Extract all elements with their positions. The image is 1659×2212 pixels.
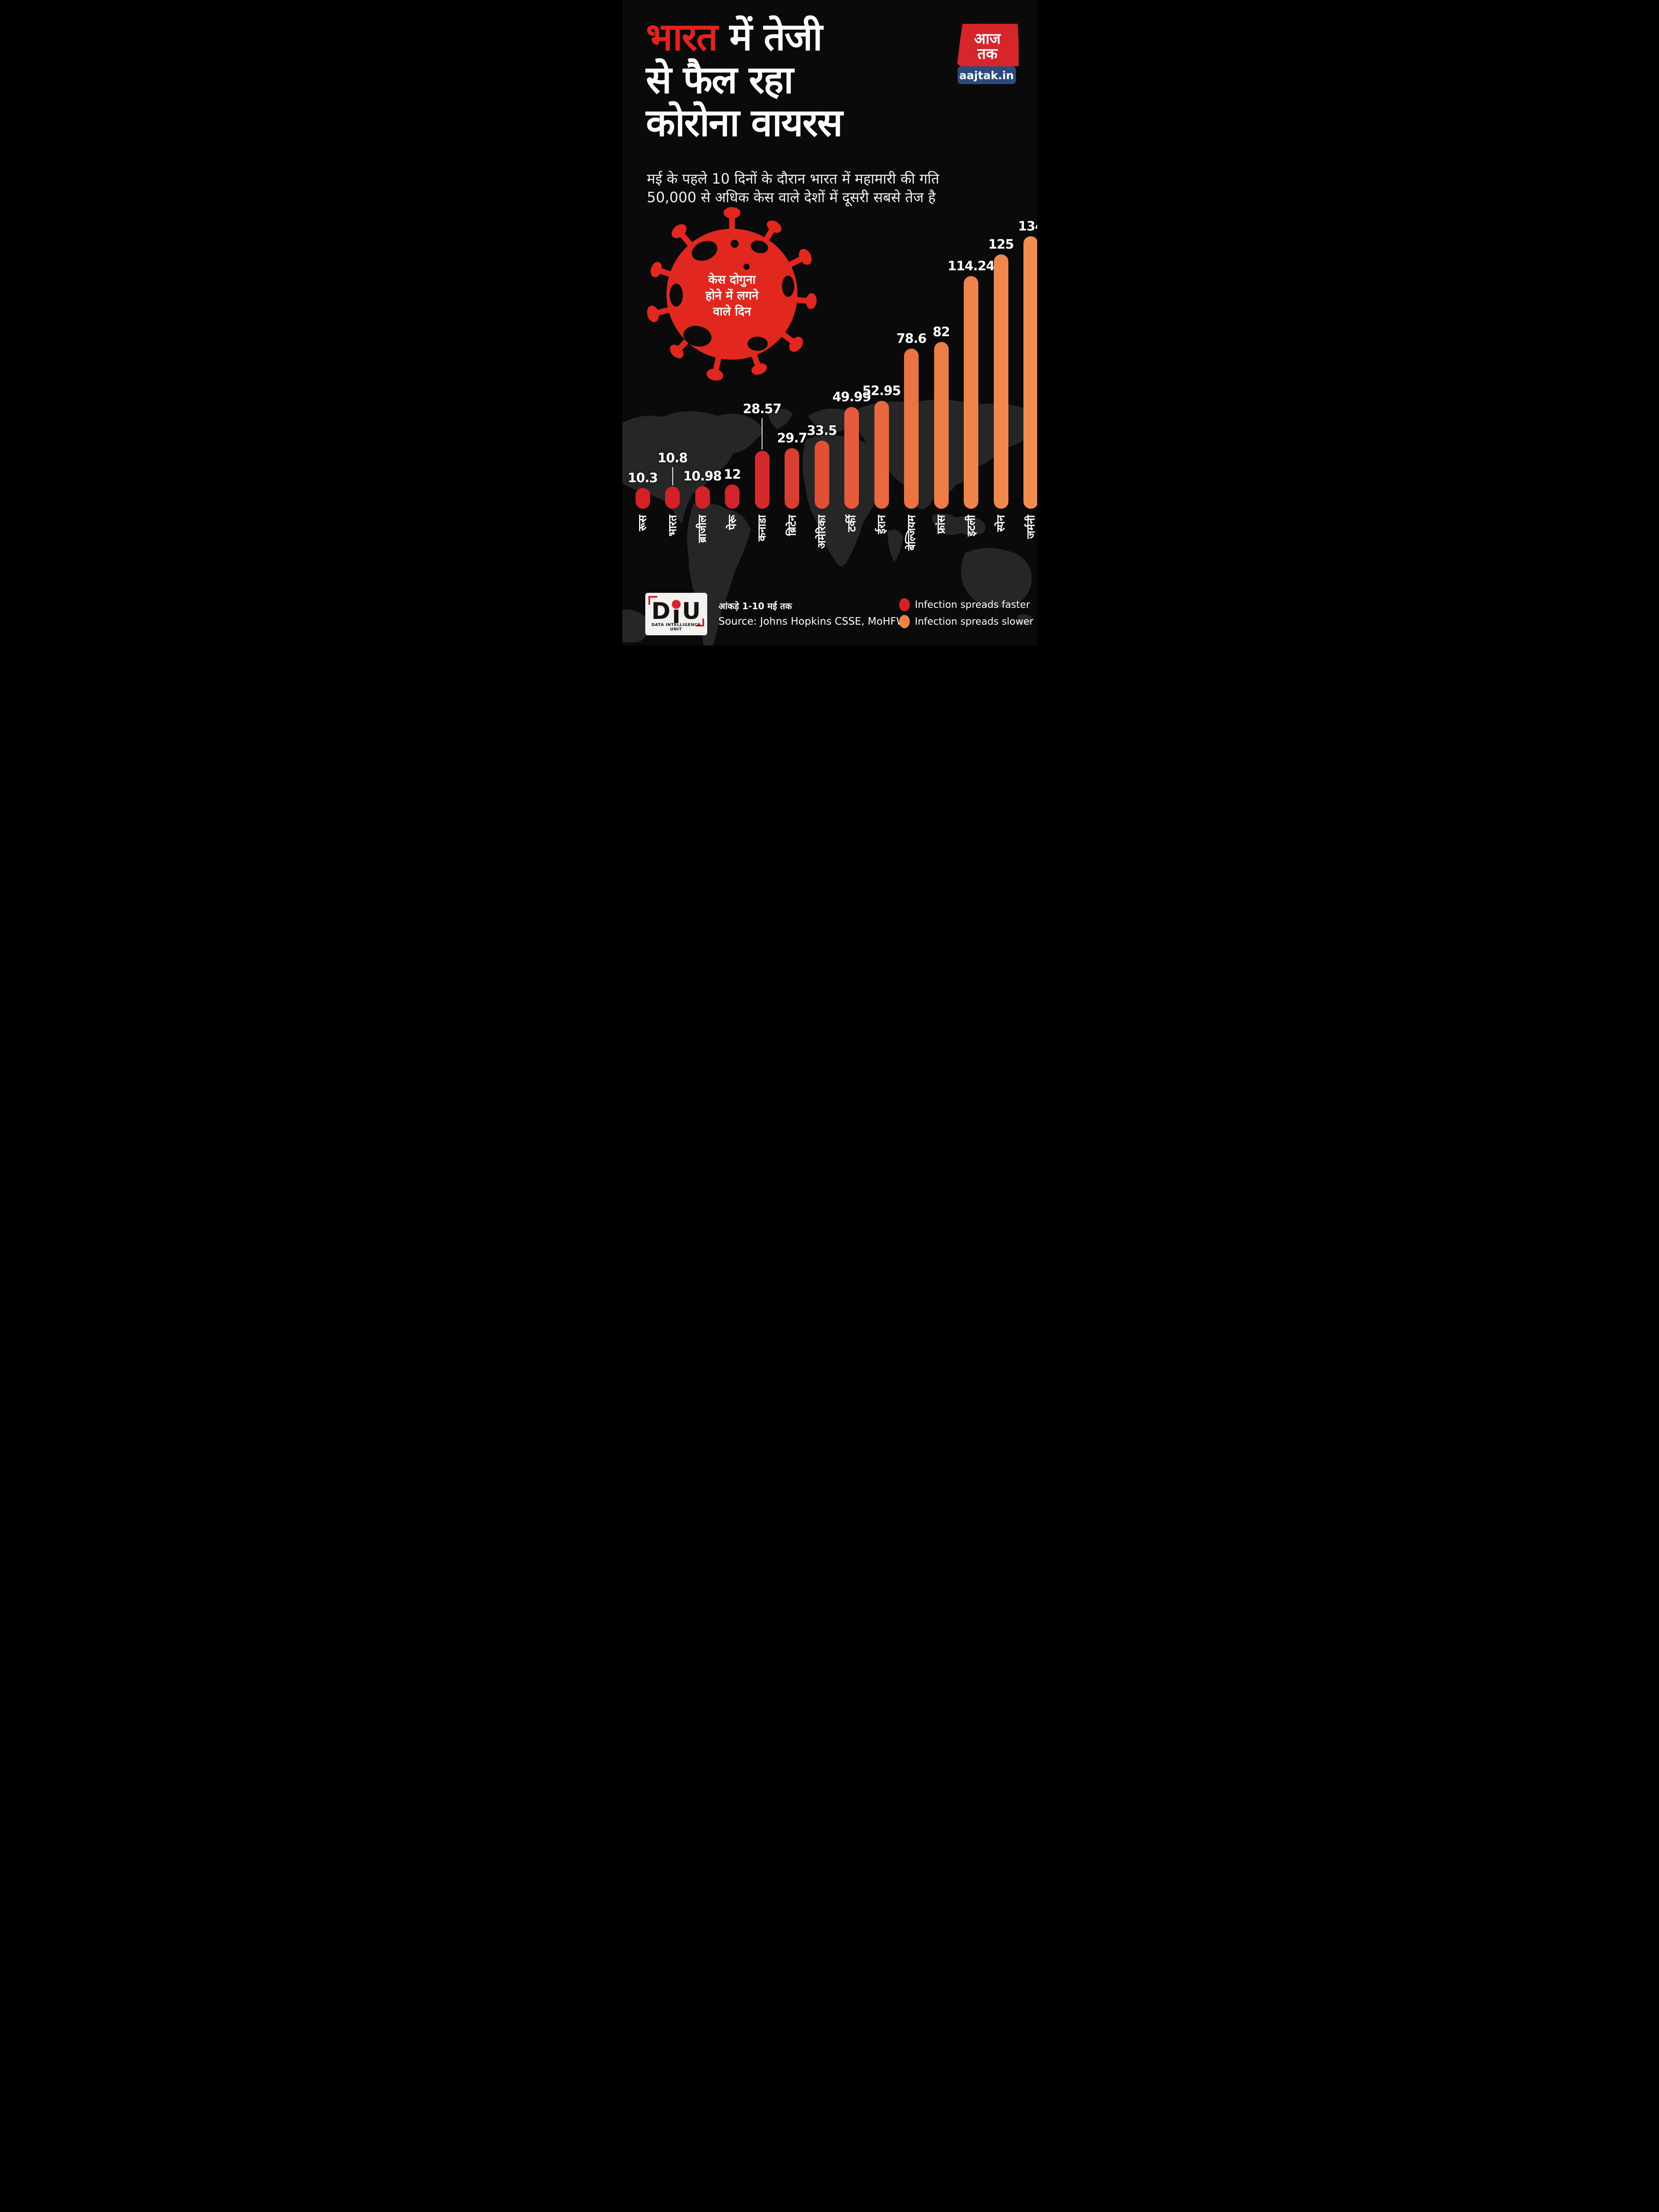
value-label: 10.3 xyxy=(628,470,658,485)
diu-bracket-icon xyxy=(648,596,657,605)
bar-भारत xyxy=(665,487,680,509)
subtitle: मई के पहले 10 दिनों के दौरान भारत में मह… xyxy=(647,170,1019,207)
bar-रूस xyxy=(635,488,650,509)
page-title: भारत में तेजी से फैल रहा कोरोना वायरस xyxy=(646,15,938,146)
value-label: 125 xyxy=(988,237,1014,252)
title-line-1: भारत में तेजी xyxy=(646,15,823,59)
value-label: 10.8 xyxy=(657,450,688,465)
diu-brain-dot-icon xyxy=(671,600,681,609)
legend-row-faster: Infection spreads faster xyxy=(899,598,1030,611)
bar-फ्रांस xyxy=(934,342,949,509)
value-label: 28.57 xyxy=(743,401,782,416)
value-label: 49.99 xyxy=(832,389,871,404)
bar-chart: 10.3 रूस 10.8 भारत 10.98 ब्राजील 12 पेरू 28.57 कन… xyxy=(622,0,1037,645)
value-label: 78.6 xyxy=(896,331,927,346)
value-label: 33.5 xyxy=(807,423,837,438)
diu-bracket-icon xyxy=(696,618,704,626)
virus-label-line-2: होने में लगने xyxy=(705,288,759,303)
source-note: Source: Johns Hopkins CSSE, MoHFW xyxy=(718,616,907,627)
bar-ईरान xyxy=(874,401,889,509)
virus-icon: केस दोगुना होने में लगने वाले दिन xyxy=(647,207,816,381)
subtitle-line-1: मई के पहले 10 दिनों के दौरान भारत में मह… xyxy=(647,170,939,187)
value-label: 134 xyxy=(1018,219,1037,234)
diu-caption: DATA INTELLIGENCE UNIT xyxy=(651,623,701,632)
title-line-2: से फैल रहा xyxy=(646,58,794,103)
value-label: 12 xyxy=(724,467,741,482)
aajtak-logo: आज तक aajtak.in xyxy=(953,22,1020,88)
legend-row-slower: Infection spreads slower xyxy=(899,615,1034,628)
virus-label-line-3: वाले दिन xyxy=(712,304,751,319)
bar-ब्रिटेन xyxy=(785,448,799,509)
value-label: 29.7 xyxy=(777,430,808,445)
value-label: 114.24 xyxy=(947,258,995,273)
leader-line xyxy=(672,467,673,485)
title-line-3: कोरोना वायरस xyxy=(646,101,843,146)
data-period-note: आंकड़े 1-10 मई तक xyxy=(718,601,792,611)
aajtak-site-label: aajtak.in xyxy=(957,66,1016,84)
legend-dot-faster xyxy=(899,598,910,611)
title-highlight: भारत xyxy=(646,15,718,59)
legend-label-faster: Infection spreads faster xyxy=(915,599,1030,611)
legend-dot-slower xyxy=(899,615,910,628)
bar-बेल्जियम xyxy=(904,349,919,509)
subtitle-line-2: 50,000 से अधिक केस वाले देशों में दूसरी … xyxy=(647,188,936,206)
legend-label-slower: Infection spreads slower xyxy=(915,616,1034,627)
bar-अमेरिका xyxy=(814,441,829,509)
bar-जर्मनी xyxy=(1023,236,1037,509)
bar-इटली xyxy=(964,276,978,509)
bar-टर्की xyxy=(844,407,859,509)
bar-पेरू xyxy=(725,484,739,509)
infographic: भारत में तेजी से फैल रहा कोरोना वायरस मई… xyxy=(622,0,1037,645)
diu-logo: D U DATA INTELLIGENCE UNIT xyxy=(645,593,707,635)
bar-स्पेन xyxy=(993,254,1008,509)
value-label: 82 xyxy=(932,324,950,339)
bar-ब्राजील xyxy=(695,486,710,509)
value-label: 52.95 xyxy=(862,383,901,398)
bar-कनाडा xyxy=(755,451,770,509)
diu-wordmark: D U xyxy=(651,598,701,625)
value-label: 10.98 xyxy=(683,469,722,484)
virus-label-line-1: केस दोगुना xyxy=(708,273,756,287)
